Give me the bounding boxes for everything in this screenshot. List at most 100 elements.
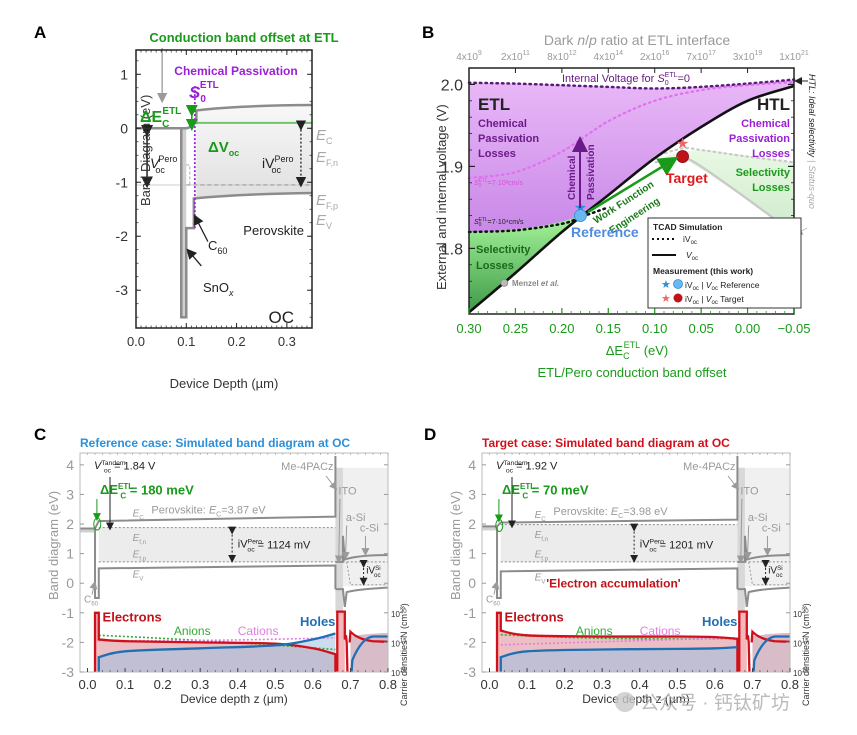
etl-label: ETL (478, 95, 510, 114)
ev-label: EV (133, 569, 145, 582)
xtick-label: 0.8 (379, 677, 397, 692)
ivoc-si-label: iVSi oc (768, 565, 782, 579)
ylabel: Band diagram (eV) (448, 491, 463, 600)
legend-ivoc-label: iVoc (683, 234, 697, 246)
legend-tcad-header: TCAD Simulation (653, 222, 722, 232)
ytick-label: 3 (66, 486, 74, 502)
oc-label: OC (269, 308, 295, 327)
delta-ec-highlight (93, 517, 102, 531)
asi-pointer (341, 525, 350, 560)
panel-b-xtick-label: 0.20 (549, 321, 574, 336)
status-quo-band (654, 150, 794, 234)
delta-ec-label: ΔEETL C = 180 meV (100, 482, 194, 500)
etl-losses-line3: Losses (478, 148, 516, 160)
delta-ec-highlight (495, 519, 504, 533)
internal-voltage-label: Internal Voltage for S0ETL=0 (562, 72, 690, 87)
ivoc-s0-zero-line (467, 78, 796, 90)
perovskite-split-fill (500, 524, 738, 562)
hole-density-line (97, 632, 336, 672)
ytick-label: -1 (62, 605, 75, 621)
me4pacz-pointer (727, 475, 740, 491)
ytick-label: 0 (66, 575, 74, 591)
panel-b-top-tick-label: 1x1021 (779, 50, 809, 63)
plot-frame (481, 452, 791, 673)
delta-ec-label: ΔEETL C = 70 meV (502, 482, 589, 500)
efp-label: Ef,p (535, 549, 549, 562)
si-efp-line (748, 561, 790, 586)
panel-b-xtick-label: 0.00 (735, 321, 760, 336)
panel-a-ytick-label: -3 (116, 282, 129, 298)
legend-target-label: iVoc | Voc Target (685, 294, 744, 306)
ivoc-s0-7e2-line (467, 80, 796, 179)
ylabel: Band diagram (eV) (46, 491, 61, 600)
ytick-label: 4 (468, 457, 476, 473)
chem-pass-arrow-line1: Chemical (567, 155, 578, 200)
si-hole-line (350, 635, 388, 673)
chem-passivation-label: Chemical Passivation (174, 64, 297, 78)
etl-losses-line1: Chemical (478, 118, 527, 130)
xtick-label: 0.7 (341, 677, 359, 692)
htl-losses-line3: Losses (752, 148, 790, 160)
xlabel: Device depth z (µm) (180, 692, 288, 706)
htl-losses-line1: Chemical (741, 118, 790, 130)
ev-line (180, 128, 313, 319)
panel-a-ticks: 0.0 0.1 0.2 0.3 1 0 -1 -2 -3 (116, 50, 313, 349)
efp-label: EF,p (316, 192, 338, 211)
panel-a-plot-area (136, 48, 313, 319)
legend-ref-star: ★ (661, 279, 671, 291)
holes-label: Holes (702, 614, 737, 629)
data-point-circle (500, 278, 509, 287)
xtick-label: 0.4 (229, 677, 247, 692)
xtick-label: 0.1 (518, 677, 536, 692)
asi-pointer (743, 525, 752, 560)
ito-pointer (736, 498, 745, 564)
panel-c: Reference case: Simulated band diagram a… (46, 436, 409, 706)
electron-density-line (93, 611, 337, 673)
data-point-circle (574, 209, 587, 223)
si-electron-line (348, 629, 389, 643)
legend-measurement-header: Measurement (this work) (653, 266, 753, 276)
si-efp-line (346, 561, 388, 586)
right-tick-label: 1020 (391, 609, 407, 619)
ivoc-si-label: iVSi oc (366, 565, 380, 579)
legend-target-circle (673, 293, 683, 303)
ivoc-pero-label: iVPero oc = 1124 mV (238, 539, 311, 554)
htl-losses-line2: Passivation (729, 133, 790, 145)
ev-label: EV (316, 212, 332, 231)
si-ec-line (737, 535, 791, 563)
asi-label: a-Si (346, 512, 366, 524)
si-density-fill (350, 632, 388, 672)
anion-density-line (98, 634, 336, 651)
panel-b-xtick-label: 0.30 (456, 321, 481, 336)
panel-a-ytick-label: 0 (120, 120, 128, 136)
ivoc-pero-label: iVPero oc (262, 154, 293, 175)
panel-b-top-tick-label: 8x1012 (547, 50, 577, 63)
efn-label: Ef,n (535, 530, 549, 543)
panel-b-ylabel: External and internal voltage (V) (434, 104, 449, 290)
panel-b-top-tick-label: 4x109 (456, 50, 482, 63)
panel-b-xlabel2: ETL/Pero conduction band offset (537, 365, 726, 380)
si-electron-line (750, 629, 791, 643)
legend-voc-label: Voc (686, 250, 698, 262)
right-tick-label: 1020 (793, 609, 809, 619)
xtick-label: 0.5 (668, 677, 686, 692)
panel-b-ytick-label: 1.8 (441, 241, 463, 258)
panel-b-ticks: 0.30 0.25 0.20 0.15 0.10 0.05 0.00 −0.05 4x109 2x… (441, 50, 811, 336)
panel-b-xtick-label: 0.10 (642, 321, 667, 336)
panel-title: Target case: Simulated band diagram at O… (482, 436, 730, 450)
ytick-label: 1 (66, 546, 74, 562)
ivoc-s0-7e4-line (467, 206, 610, 234)
snox-label: SnOx (203, 280, 234, 298)
ito-pointer (334, 498, 343, 564)
panel-b-ytick-label: 2.0 (441, 77, 463, 94)
ec-label: EC (133, 509, 145, 522)
ytick-label: -1 (464, 605, 477, 621)
snox-pointer (186, 248, 202, 267)
data-point-circle (676, 150, 689, 163)
etl-chem-passivation-region (469, 79, 794, 313)
ytick-label: 3 (468, 486, 476, 502)
c60-pointer (89, 580, 98, 595)
ytick-label: 2 (66, 516, 74, 532)
xtick-label: 0.1 (116, 677, 134, 692)
holes-label: Holes (300, 614, 335, 629)
